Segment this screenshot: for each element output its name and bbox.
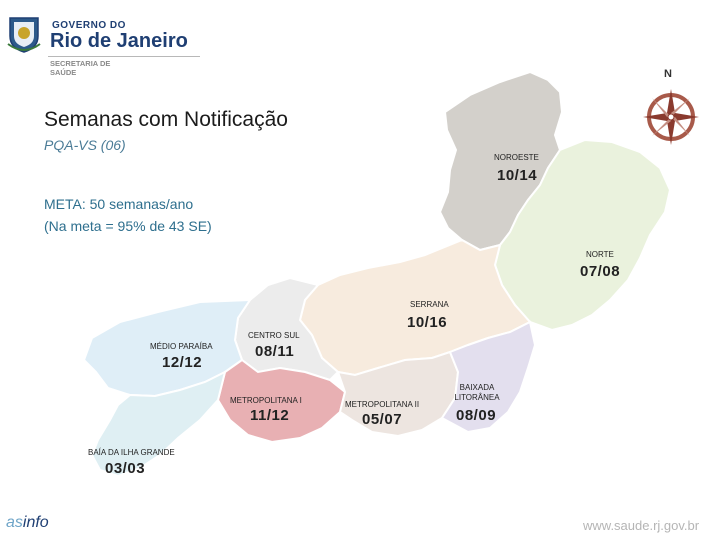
region-label-baia-ilha-grande: BAÍA DA ILHA GRANDE: [88, 448, 175, 457]
region-label-metropolitana-1: METROPOLITANA I: [230, 396, 302, 405]
meta-note: (Na meta = 95% de 43 SE): [44, 218, 212, 234]
region-value-serrana: 10/16: [407, 314, 448, 331]
slide-title: Semanas com Notificação: [44, 108, 288, 131]
region-value-noroeste: 10/14: [497, 167, 538, 184]
asinfo-logo: asinfo: [6, 514, 49, 532]
region-value-baixada-litoranea: 08/09: [456, 407, 497, 424]
meta-target: META: 50 semanas/ano: [44, 196, 194, 212]
secretaria-label: SECRETARIA DE SAÚDE: [50, 59, 110, 77]
state-seal-icon: [7, 17, 41, 53]
region-label-noroeste: NOROESTE: [494, 153, 539, 162]
region-label-medio-paraiba: MÉDIO PARAÍBA: [150, 342, 213, 351]
asinfo-logo-suffix: info: [22, 514, 49, 531]
compass-rose-icon: [643, 89, 699, 145]
region-value-centro-sul: 08/11: [255, 343, 295, 360]
secretaria-line1: SECRETARIA DE: [50, 59, 111, 68]
region-baia-ilha-grande: [90, 370, 227, 478]
region-baixada-litoranea: [440, 320, 537, 434]
region-value-baia-ilha-grande: 03/03: [105, 460, 146, 477]
region-norte: [493, 138, 672, 332]
region-label-serrana: SERRANA: [410, 300, 449, 309]
footer-url: www.saude.rj.gov.br: [583, 518, 700, 533]
header-divider: [48, 56, 200, 57]
region-value-medio-paraiba: 12/12: [162, 354, 203, 371]
region-label-centro-sul: CENTRO SUL: [248, 331, 300, 340]
region-label-norte: NORTE: [586, 250, 614, 259]
region-value-norte: 07/08: [580, 263, 621, 280]
secretaria-line2: SAÚDE: [50, 68, 77, 77]
gov-line1: GOVERNO DO: [52, 20, 126, 31]
gov-line2: Rio de Janeiro: [50, 30, 188, 52]
asinfo-logo-prefix: as: [6, 514, 23, 531]
region-label-baixada-litoranea: BAIXADA LITORÂNEA: [454, 383, 500, 402]
region-value-metropolitana-1: 11/12: [250, 407, 290, 424]
north-label: N: [664, 68, 672, 80]
region-value-metropolitana-2: 05/07: [362, 411, 403, 428]
region-label-metropolitana-2: METROPOLITANA II: [345, 400, 420, 409]
slide-subtitle: PQA-VS (06): [44, 137, 126, 153]
